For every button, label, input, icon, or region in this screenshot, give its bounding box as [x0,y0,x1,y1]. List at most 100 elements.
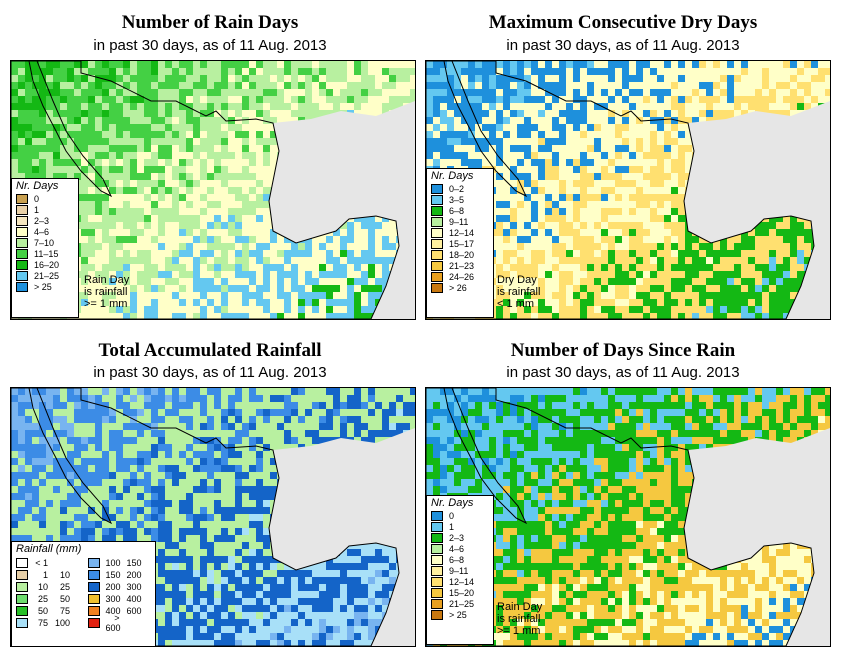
map-cell [18,61,25,68]
map-cell [95,152,102,159]
map-cell [319,89,326,96]
map-cell [207,430,214,437]
map-cell [783,229,790,236]
map-cell [74,96,81,103]
map-cell [769,96,776,103]
map-cell [468,103,475,110]
map-cell [545,145,552,152]
map-cell [552,229,559,236]
map-cell [636,194,643,201]
map-cell [375,250,382,257]
map-cell [664,243,671,250]
map-cell [165,451,172,458]
map-cell [200,271,207,278]
map-cell [347,103,354,110]
map-cell [783,243,790,250]
map-cell [130,444,137,451]
map-cell [221,103,228,110]
map-cell [468,75,475,82]
map-cell [727,173,734,180]
map-cell [447,117,454,124]
map-cell [53,145,60,152]
map-cell [573,292,580,299]
map-cell [503,313,510,319]
map-cell [811,285,818,292]
map-cell [46,75,53,82]
map-cell [433,110,440,117]
map-cell [811,236,818,243]
map-cell [193,264,200,271]
map-cell [200,110,207,117]
map-cell [25,166,32,173]
map-cell [531,187,538,194]
map-cell [510,68,517,75]
map-cell [510,75,517,82]
map-cell [769,138,776,145]
map-cell [95,306,102,313]
map-cell [312,313,319,319]
map-cell [741,222,748,229]
map-cell [361,444,368,451]
map-cell [116,264,123,271]
map-cell [319,257,326,264]
map-cell [573,89,580,96]
map-cell [713,152,720,159]
map-cell [685,89,692,96]
map-cell [172,444,179,451]
map-cell [25,89,32,96]
map-cell [566,250,573,257]
map-cell [46,437,53,444]
map-cell [657,159,664,166]
map-cell [137,299,144,306]
map-cell [228,152,235,159]
map-cell [734,187,741,194]
map-cell [692,299,699,306]
map-cell [312,187,319,194]
map-cell [517,299,524,306]
map-cell [235,138,242,145]
map-cell [81,430,88,437]
map-cell [249,201,256,208]
map-cell [151,299,158,306]
map-cell [629,61,636,68]
map-cell [776,313,783,319]
map-cell [461,75,468,82]
map-cell [692,159,699,166]
map-cell [18,159,25,166]
map-cell [699,131,706,138]
map-cell [11,416,18,423]
map-cell [720,173,727,180]
map-cell [678,103,685,110]
map-cell [235,82,242,89]
map-cell [503,110,510,117]
map-cell [214,194,221,201]
map-cell [650,82,657,89]
map-cell [454,152,461,159]
map-cell [25,152,32,159]
map-cell [510,82,517,89]
map-cell [559,229,566,236]
map-cell [762,75,769,82]
map-cell [468,138,475,145]
map-cell [291,124,298,131]
map-cell [389,395,396,402]
map-cell [319,395,326,402]
map-cell [32,124,39,131]
map-cell [39,103,46,110]
map-cell [39,173,46,180]
map-cell [116,124,123,131]
map-cell [573,257,580,264]
map-cell [326,61,333,68]
map-cell [291,159,298,166]
map-cell [123,444,130,451]
map-cell [636,89,643,96]
map-cell [186,68,193,75]
map-cell [622,201,629,208]
map-cell [109,89,116,96]
map-cell [629,215,636,222]
map-cell [524,145,531,152]
map-cell [228,131,235,138]
map-cell [517,138,524,145]
map-cell [228,313,235,319]
map-cell [242,124,249,131]
